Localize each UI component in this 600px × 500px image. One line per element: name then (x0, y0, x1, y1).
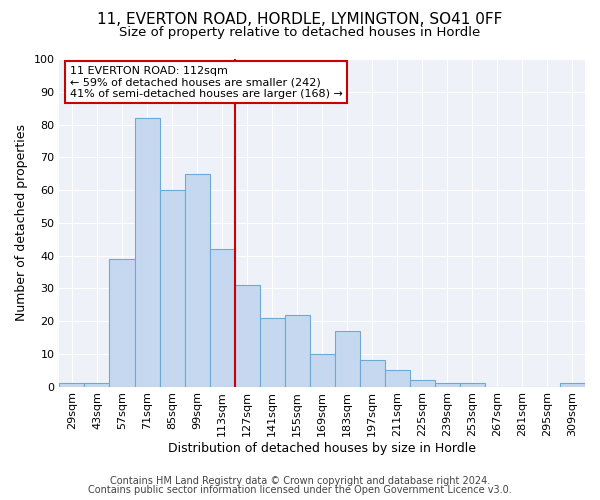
Bar (235, 285, 260, 386)
Bar (310, 354, 335, 386)
Text: Contains public sector information licensed under the Open Government Licence v3: Contains public sector information licen… (88, 485, 512, 495)
Bar (335, 331, 360, 386)
Y-axis label: Number of detached properties: Number of detached properties (15, 124, 28, 322)
Bar (160, 190, 185, 386)
Bar (284, 314, 310, 386)
Bar (460, 384, 485, 386)
Text: Size of property relative to detached houses in Hordle: Size of property relative to detached ho… (119, 26, 481, 39)
Bar (185, 174, 209, 386)
Text: 11 EVERTON ROAD: 112sqm
← 59% of detached houses are smaller (242)
41% of semi-d: 11 EVERTON ROAD: 112sqm ← 59% of detache… (70, 66, 343, 99)
Bar (134, 118, 160, 386)
Bar (385, 370, 410, 386)
Bar (59, 384, 85, 386)
Bar (109, 259, 134, 386)
Bar (435, 384, 460, 386)
X-axis label: Distribution of detached houses by size in Hordle: Distribution of detached houses by size … (168, 442, 476, 455)
Bar (560, 384, 585, 386)
Bar (260, 318, 284, 386)
Bar (360, 360, 385, 386)
Text: 11, EVERTON ROAD, HORDLE, LYMINGTON, SO41 0FF: 11, EVERTON ROAD, HORDLE, LYMINGTON, SO4… (97, 12, 503, 28)
Bar (85, 384, 109, 386)
Text: Contains HM Land Registry data © Crown copyright and database right 2024.: Contains HM Land Registry data © Crown c… (110, 476, 490, 486)
Bar (209, 249, 235, 386)
Bar (410, 380, 435, 386)
